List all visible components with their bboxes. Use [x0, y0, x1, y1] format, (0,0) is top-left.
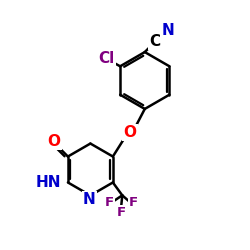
Text: HN: HN — [36, 175, 61, 190]
Text: F: F — [104, 196, 114, 209]
Text: O: O — [124, 125, 136, 140]
Text: C: C — [150, 34, 161, 49]
Text: N: N — [83, 192, 96, 208]
Text: Cl: Cl — [98, 51, 115, 66]
Text: F: F — [116, 206, 126, 219]
Text: N: N — [162, 23, 174, 38]
Text: O: O — [47, 134, 60, 149]
Text: F: F — [128, 196, 138, 209]
